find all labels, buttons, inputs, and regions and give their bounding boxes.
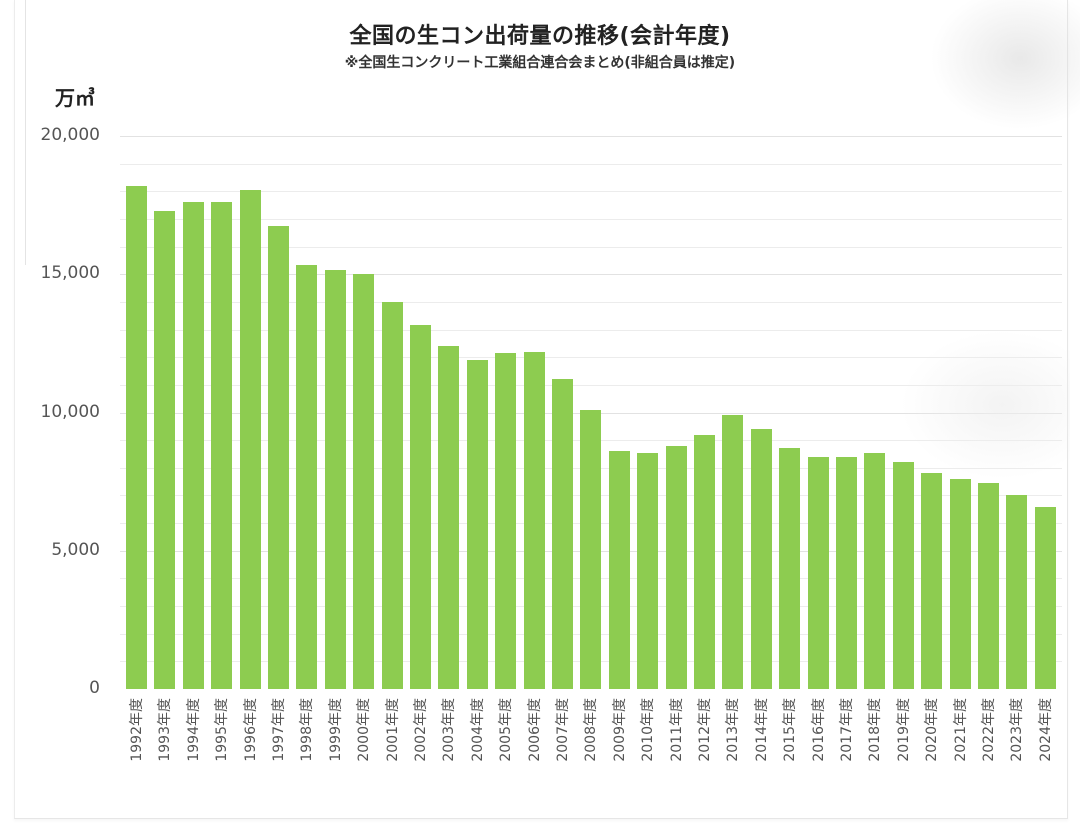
card-divider (15, 0, 26, 265)
y-tick-label: 10,000 (40, 401, 100, 422)
blur-artifact (900, 330, 1070, 480)
x-tick-label: 2006年度 (526, 698, 543, 762)
bar (580, 409, 602, 689)
bar (694, 434, 715, 689)
bar (410, 325, 431, 689)
bar (239, 189, 261, 689)
bar (268, 225, 289, 689)
bar (807, 456, 829, 689)
bar (466, 359, 488, 689)
x-tick-label: 2013年度 (725, 698, 742, 762)
bar (637, 452, 659, 689)
bar (324, 270, 346, 689)
x-tick-label: 1996年度 (242, 698, 259, 762)
gridline (120, 218, 1062, 220)
x-tick-label: 1995年度 (214, 698, 231, 762)
plot-area: 1992年度 1993年度 1994年度 1995年度 1996年度 1997年度 1998… (120, 0, 1062, 829)
x-tick-label: 1997年度 (271, 698, 287, 762)
x-tick-label: 2021年度 (952, 698, 969, 762)
x-tick-label: 2004年度 (469, 698, 486, 762)
bar (154, 210, 176, 689)
bar (892, 462, 914, 689)
bar (722, 415, 744, 689)
gridline (120, 136, 1062, 137)
x-tick-label: 1993年度 (157, 698, 174, 762)
x-tick-label: 2014年度 (753, 698, 770, 762)
y-tick-label: 20,000 (40, 125, 100, 145)
y-axis-unit: 万㎥ (55, 86, 95, 110)
bar (552, 379, 573, 689)
x-tick-label: 2001年度 (384, 698, 401, 762)
chart-subtitle: ※全国生コンクリート工業組合連合会まとめ(非組合員は推定) (344, 55, 736, 71)
bar (381, 301, 403, 689)
bar (211, 202, 233, 689)
x-tick-label: 2011年度 (668, 698, 685, 762)
bar (296, 264, 318, 689)
bar (921, 473, 943, 689)
gridline (120, 163, 1062, 165)
x-tick-label: 1998年度 (299, 698, 316, 762)
x-tick-label: 1994年度 (185, 698, 202, 762)
x-tick-label: 1992年度 (129, 698, 145, 762)
x-tick-label: 2012年度 (697, 698, 713, 762)
blur-artifact (930, 0, 1080, 130)
x-tick-label: 2002年度 (413, 698, 429, 762)
x-tick-label: 2017年度 (839, 698, 855, 762)
x-tick-label: 2015年度 (782, 698, 799, 762)
x-tick-label: 2008年度 (583, 698, 600, 762)
x-tick-label: 2016年度 (810, 698, 827, 762)
x-tick-label: 2019年度 (895, 698, 912, 762)
bar (665, 445, 687, 689)
x-tick-label: 2022年度 (981, 698, 997, 762)
bar (438, 346, 460, 689)
gridline (120, 329, 1062, 331)
gridline (120, 384, 1062, 386)
x-tick-label: 2007年度 (555, 698, 571, 762)
x-tick-label: 2000年度 (356, 698, 373, 762)
bar (523, 351, 545, 689)
gridline (120, 274, 1062, 276)
y-tick-label: 5,000 (51, 539, 100, 560)
bar (978, 483, 999, 689)
gridline (120, 191, 1062, 193)
bar (1006, 495, 1028, 689)
x-tick-label: 2018年度 (867, 698, 884, 762)
gridline (120, 246, 1062, 248)
x-tick-label: 2020年度 (924, 698, 941, 762)
bar (779, 448, 801, 689)
x-tick-label: 2009年度 (611, 698, 628, 762)
bar (608, 451, 630, 689)
chart-title: 全国の生コン出荷量の推移(会計年度) (349, 24, 731, 49)
x-tick-label: 2024年度 (1037, 698, 1054, 762)
bar (1034, 506, 1056, 689)
y-tick-label: 15,000 (40, 263, 100, 284)
x-tick-label: 1999年度 (327, 698, 344, 762)
gridline (120, 357, 1062, 359)
bar (949, 478, 971, 689)
bar (750, 429, 772, 689)
bar (353, 274, 375, 689)
bar (495, 353, 517, 689)
x-tick-label: 2010年度 (640, 698, 657, 762)
x-tick-label: 2005年度 (498, 698, 515, 762)
bar (182, 202, 204, 689)
gridline (120, 301, 1062, 303)
x-tick-label: 2023年度 (1009, 698, 1026, 762)
bar (864, 452, 886, 689)
y-tick-label: 0 (89, 678, 100, 698)
bar (126, 185, 147, 689)
x-tick-label: 2003年度 (441, 698, 458, 762)
bar (836, 456, 857, 689)
